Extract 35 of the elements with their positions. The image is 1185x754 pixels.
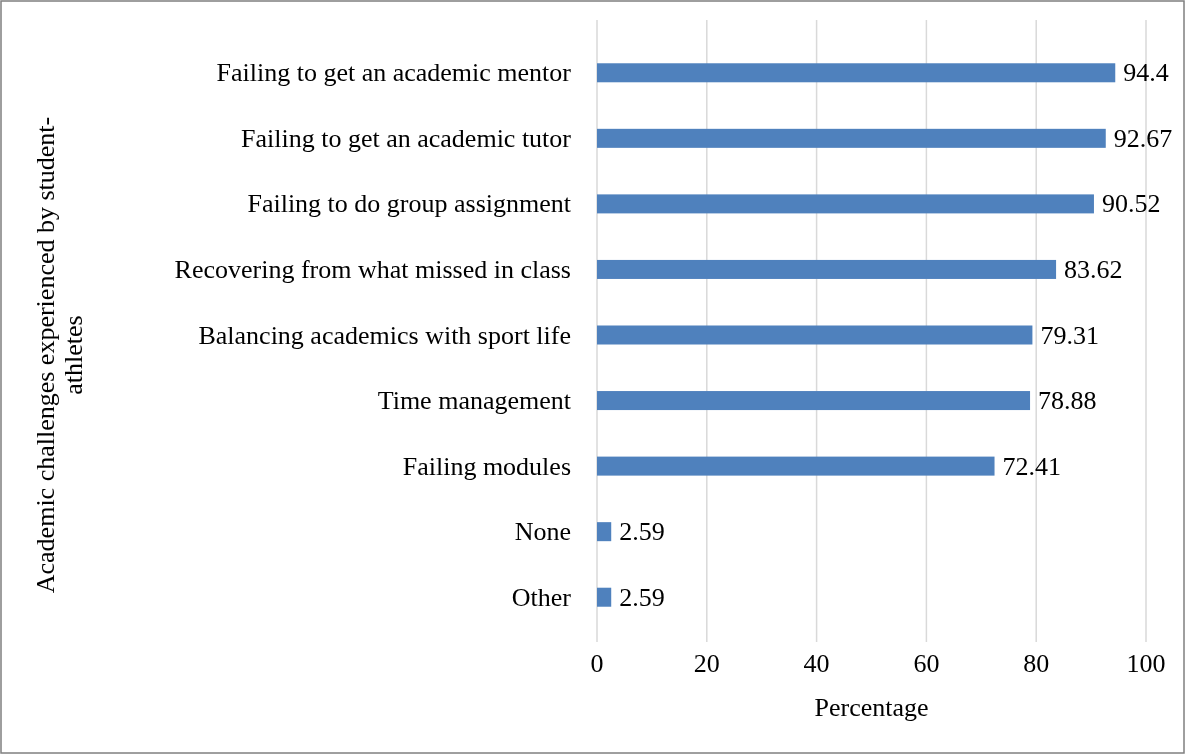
data-label: 2.59 xyxy=(619,582,665,612)
bar xyxy=(597,456,995,476)
x-tick-label: 20 xyxy=(693,649,720,678)
bar xyxy=(597,587,612,607)
data-label: 90.52 xyxy=(1101,189,1161,219)
data-label: 78.88 xyxy=(1038,386,1097,416)
data-label: 83.62 xyxy=(1064,254,1123,284)
bar xyxy=(597,325,1033,345)
bar xyxy=(597,194,1094,214)
x-tick-label: 0 xyxy=(590,649,604,678)
y-tick-label: Failing to get an academic mentor xyxy=(216,58,572,88)
data-label: 2.59 xyxy=(619,517,665,547)
y-tick-label: Recovering from what missed in class xyxy=(174,254,571,284)
y-axis-title: Academic challenges experienced by student-athletes xyxy=(31,116,88,594)
x-tick-label: 80 xyxy=(1023,649,1050,678)
data-label: 92.67 xyxy=(1113,123,1173,153)
y-tick-label: Failing to do group assignment xyxy=(247,189,572,219)
y-tick-label: Failing modules xyxy=(402,451,571,481)
y-tick-label: Time management xyxy=(377,386,572,416)
x-tick-label: 40 xyxy=(803,649,830,678)
bar xyxy=(597,391,1031,411)
x-tick-label: 60 xyxy=(913,649,940,678)
data-label: 72.41 xyxy=(1002,451,1062,481)
x-tick-label: 100 xyxy=(1126,649,1166,678)
bar xyxy=(597,63,1116,83)
bar xyxy=(597,522,612,542)
bar xyxy=(597,259,1057,279)
y-tick-label: Failing to get an academic tutor xyxy=(241,123,572,153)
data-label: 94.4 xyxy=(1123,58,1169,88)
data-label: 79.31 xyxy=(1040,320,1099,350)
x-axis-title: Percentage xyxy=(814,693,929,722)
y-tick-label: None xyxy=(514,517,571,547)
y-tick-label: Balancing academics with sport life xyxy=(198,320,571,350)
y-tick-label: Other xyxy=(511,582,572,612)
bar xyxy=(597,128,1106,148)
